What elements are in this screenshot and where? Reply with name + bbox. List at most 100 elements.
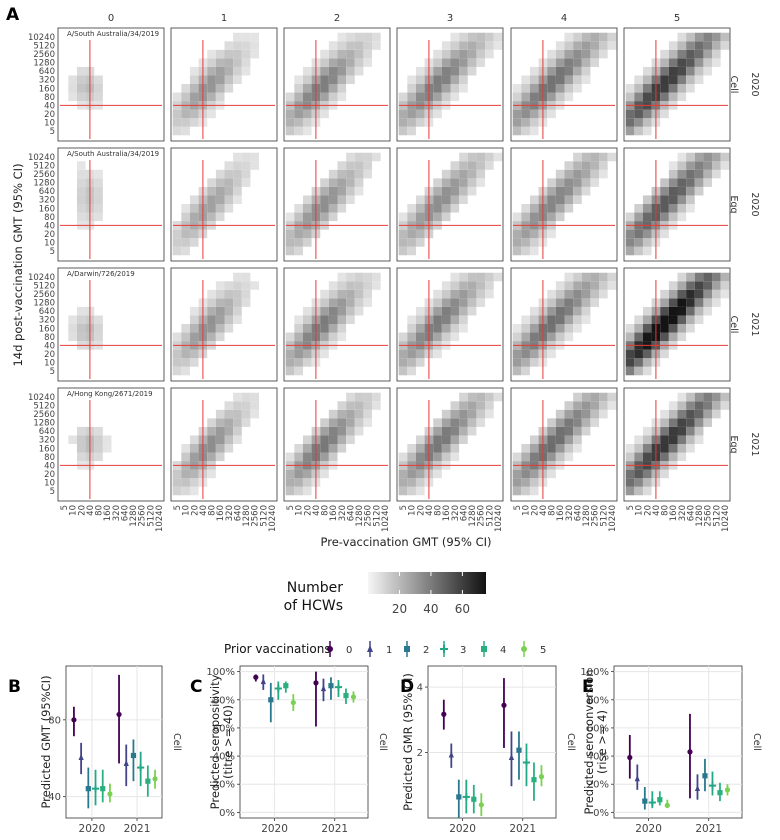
heatmap-cell	[712, 281, 721, 290]
data-point	[350, 694, 357, 700]
heatmap-cell	[459, 435, 468, 444]
heatmap-cell	[224, 66, 234, 76]
heatmap-cell	[573, 392, 582, 402]
heatmap-cell	[189, 315, 199, 324]
heatmap-cell	[337, 92, 347, 102]
heatmap-cell	[328, 75, 338, 84]
heatmap-cell	[581, 161, 591, 170]
heatmap-cell	[590, 418, 600, 427]
heatmap-cell	[407, 238, 416, 247]
heatmap-cell	[354, 49, 364, 59]
heatmap-cell	[521, 238, 530, 247]
y-tick-label: 0%	[219, 808, 235, 819]
heatmap-cell	[207, 204, 216, 213]
heatmap-x-tick-label: 5120	[372, 505, 382, 527]
data-point	[481, 646, 487, 652]
heatmap-cell	[207, 332, 216, 342]
heatmap-cell	[493, 272, 503, 282]
heatmap-cell	[172, 109, 182, 119]
heatmap-cell	[450, 66, 460, 76]
heatmap-cell	[433, 469, 442, 479]
heatmap-x-tick-label: 5	[513, 505, 523, 510]
heatmap-cell	[337, 306, 347, 316]
heatmap-cell	[529, 84, 539, 93]
heatmap-cell	[712, 152, 721, 162]
heatmap-cell	[573, 66, 582, 76]
y-tick-label: 100%	[206, 667, 235, 678]
heatmap-cell	[181, 358, 190, 367]
heatmap-cell	[181, 204, 190, 213]
heatmap-x-tick-label: 2560	[364, 505, 374, 527]
heatmap-cell	[233, 58, 242, 67]
heatmap-cell	[459, 401, 468, 410]
heatmap-cell	[564, 272, 574, 282]
heatmap-cell	[328, 49, 338, 59]
heatmap-cell	[320, 66, 329, 76]
heatmap-cell	[172, 118, 182, 127]
heatmap-cell	[581, 289, 591, 299]
heatmap-cell	[529, 118, 539, 127]
heatmap-cell	[207, 92, 216, 102]
heatmap-cell	[642, 452, 652, 462]
heatmap-cell	[581, 75, 591, 84]
heatmap-x-tick-label: 5	[173, 505, 183, 510]
heatmap-cell	[320, 58, 329, 67]
heatmap-cell	[564, 161, 574, 170]
heatmap-cell	[441, 41, 451, 50]
heatmap-cell	[686, 289, 695, 299]
heatmap-cell	[521, 246, 530, 256]
heatmap-cell	[233, 161, 242, 170]
heatmap-cell	[398, 452, 408, 462]
heatmap-cell	[625, 469, 635, 479]
heatmap-cell	[328, 58, 338, 67]
heatmap-cell	[547, 66, 556, 76]
heatmap-cell	[233, 66, 242, 76]
heatmap-cell	[694, 169, 704, 179]
heatmap-cell	[521, 452, 530, 462]
heatmap-cell	[590, 49, 600, 59]
heatmap-cell	[677, 426, 687, 436]
heatmap-cell	[521, 92, 530, 102]
heatmap-cell	[712, 289, 721, 299]
heatmap-cell	[76, 332, 86, 342]
heatmap-x-tick-label: 10240	[494, 505, 504, 532]
heatmap-cell	[215, 75, 225, 84]
heatmap-cell	[433, 315, 442, 324]
heatmap-cell	[241, 289, 251, 299]
heatmap-x-tick-label: 5120	[259, 505, 269, 527]
data-point	[334, 683, 343, 691]
heatmap-cell	[476, 49, 486, 59]
heatmap-cell	[285, 238, 295, 247]
heatmap-cell	[642, 84, 652, 93]
heatmap-cell	[703, 281, 713, 290]
heatmap-cell	[555, 195, 565, 204]
heatmap-cell	[547, 349, 556, 359]
heatmap-cell	[660, 212, 669, 222]
heatmap-x-tick-label: 2560	[251, 505, 261, 527]
heatmap-cell	[581, 49, 591, 59]
heatmap-cell	[564, 289, 574, 299]
heatmap-cell	[467, 49, 477, 59]
heatmap-cell	[590, 169, 600, 179]
heatmap-cell	[181, 349, 190, 359]
heatmap-cell	[328, 426, 338, 436]
heatmap-cell	[512, 332, 522, 342]
heatmap-cell	[467, 58, 477, 67]
heatmap-y-tick-label: 1280	[33, 59, 55, 69]
heatmap-cell	[346, 392, 355, 402]
heatmap-cell	[68, 75, 77, 84]
heatmap-cell	[668, 195, 678, 204]
heatmap-cell	[76, 306, 86, 316]
heatmap-x-tick-label: 160	[216, 505, 226, 521]
heatmap-cell	[660, 66, 669, 76]
heatmap-cell	[337, 75, 347, 84]
heatmap-cell	[346, 409, 355, 419]
heatmap-cell	[521, 204, 530, 213]
y-tick-label: 60%	[213, 723, 235, 734]
heatmap-cell	[642, 204, 652, 213]
heatmap-cell	[677, 49, 687, 59]
heatmap-cell	[573, 178, 582, 187]
heatmap-cell	[94, 84, 103, 93]
heatmap-cell	[573, 49, 582, 59]
heatmap-cell	[337, 409, 347, 419]
